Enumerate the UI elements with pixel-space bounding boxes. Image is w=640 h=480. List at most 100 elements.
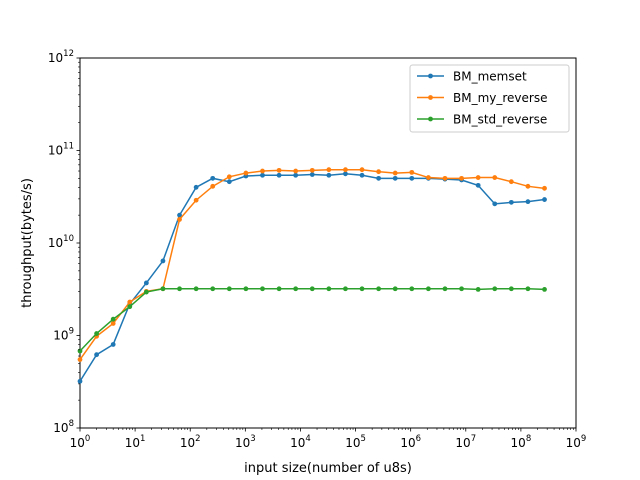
data-point <box>376 169 382 175</box>
data-point <box>343 167 348 173</box>
data-point <box>77 348 83 354</box>
data-point <box>193 197 199 203</box>
data-point <box>459 286 464 292</box>
data-point <box>475 182 481 188</box>
data-point <box>160 286 166 292</box>
data-point <box>409 169 415 175</box>
data-point <box>343 286 348 292</box>
data-point <box>392 175 398 181</box>
x-tick-label: 106 <box>400 434 421 450</box>
data-point <box>542 197 547 202</box>
plot-area: 100 101 102 103 104 105 106 107 108 109 108 109 101… <box>48 49 586 450</box>
x-tick-label: 104 <box>290 434 311 450</box>
data-point <box>309 172 315 177</box>
data-point <box>210 175 216 181</box>
legend-marker <box>428 116 433 122</box>
data-point <box>193 286 199 292</box>
y-tick-label: 108 <box>53 419 74 435</box>
data-point <box>343 171 348 177</box>
data-point <box>492 201 498 207</box>
legend-label: BM_my_reverse <box>453 91 547 105</box>
data-point <box>409 175 415 181</box>
x-tick-label: 101 <box>125 434 146 450</box>
x-tick-label: 102 <box>180 434 201 450</box>
data-point <box>177 286 182 292</box>
data-point <box>542 287 547 292</box>
data-point <box>525 183 531 189</box>
data-point <box>110 321 116 326</box>
data-point <box>309 286 315 292</box>
data-point <box>94 352 99 358</box>
data-point <box>177 212 182 218</box>
data-point <box>110 342 116 347</box>
data-point <box>143 280 149 286</box>
data-point <box>525 199 531 205</box>
legend-label: BM_std_reverse <box>453 113 547 127</box>
data-point <box>226 286 232 292</box>
data-point <box>392 170 398 176</box>
legend-label: BM_memset <box>453 70 527 84</box>
data-point <box>542 185 547 191</box>
x-tick-label: 100 <box>70 434 91 450</box>
legend: BM_memset BM_my_reverse BM_std_reverse <box>409 64 570 133</box>
data-point <box>525 286 531 292</box>
x-tick-label: 103 <box>235 434 256 450</box>
data-point <box>127 304 133 310</box>
data-point <box>492 286 498 292</box>
data-point <box>425 286 431 292</box>
y-axis: 108 109 1010 1011 1012 <box>48 49 80 435</box>
series-line-BM_my_reverse <box>79 168 545 360</box>
data-point <box>359 286 365 292</box>
series-line-BM_memset <box>79 173 545 382</box>
data-point <box>392 286 398 292</box>
data-point <box>293 286 299 292</box>
data-point <box>293 168 299 174</box>
data-point <box>210 286 216 292</box>
data-point <box>260 172 265 178</box>
data-point <box>409 286 415 292</box>
data-point <box>260 168 265 174</box>
series-layer <box>77 167 547 384</box>
data-point <box>210 183 216 189</box>
x-tick-label: 107 <box>455 434 476 450</box>
data-point <box>508 286 514 292</box>
data-point <box>376 175 382 181</box>
x-axis: 100 101 102 103 104 105 106 107 108 109 <box>70 428 586 450</box>
y-tick-label: 1011 <box>48 142 74 158</box>
data-point <box>243 170 249 176</box>
data-point <box>309 167 315 173</box>
data-point <box>193 184 199 190</box>
data-point <box>326 172 332 178</box>
data-point <box>243 286 249 292</box>
y-tick-label: 1012 <box>48 49 74 65</box>
data-point <box>492 175 498 180</box>
y-axis-label: throughput(bytes/s) <box>20 178 35 308</box>
data-point <box>459 175 464 181</box>
data-point <box>77 378 83 384</box>
data-point <box>94 331 99 336</box>
data-point <box>276 172 282 178</box>
data-point <box>260 286 265 292</box>
data-point <box>425 175 431 180</box>
y-tick-label: 1010 <box>48 234 74 250</box>
data-point <box>326 167 332 173</box>
series-line-BM_std_reverse <box>79 288 545 352</box>
data-point <box>143 289 149 295</box>
legend-marker <box>428 73 433 79</box>
data-point <box>77 357 83 362</box>
data-point <box>442 175 448 181</box>
data-point <box>508 179 514 185</box>
data-point <box>110 316 116 322</box>
legend-marker <box>428 95 433 100</box>
data-point <box>226 179 232 185</box>
data-point <box>376 286 382 292</box>
data-point <box>475 175 481 180</box>
x-tick-label: 108 <box>511 434 532 450</box>
data-point <box>508 199 514 205</box>
data-point <box>276 167 282 173</box>
data-point <box>293 172 299 178</box>
x-axis-label: input size(number of u8s) <box>244 461 412 476</box>
data-point <box>359 172 365 178</box>
x-tick-label: 105 <box>345 434 366 450</box>
